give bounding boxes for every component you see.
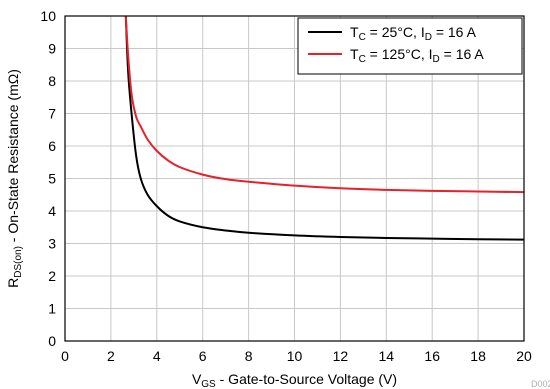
legend: TC = 25°C, ID = 16 ATC = 125°C, ID = 16 … [297,17,523,75]
y-axis-label-main: R [5,278,21,288]
x-tick-label: 18 [470,348,486,364]
legend-entry-part: T [350,46,359,62]
legend-entry-0: TC = 25°C, ID = 16 A [350,24,477,43]
y-tick-label: 5 [48,171,56,187]
figure-id-label: D002 [531,379,550,389]
legend-entry-part: T [350,24,359,40]
y-axis-label-rest: - On-State Resistance (mΩ) [5,69,21,246]
legend-entry-part: = 16 A [440,46,485,62]
x-tick-label: 2 [107,348,115,364]
y-tick-label: 4 [48,203,56,219]
x-axis-label-sub: GS [201,379,216,389]
y-axis-label: RDS(on) - On-State Resistance (mΩ) [5,69,24,288]
y-tick-label: 6 [48,138,56,154]
x-axis-label: VGS - Gate-to-Source Voltage (V) [192,371,397,389]
x-axis-label-rest: - Gate-to-Source Voltage (V) [216,371,397,387]
series-group [124,16,524,241]
y-tick-label: 10 [40,8,56,24]
y-tick-label: 0 [48,333,56,349]
x-tick-labels: 0 2 4 6 8 10 12 14 16 18 20 [61,348,532,364]
x-tick-label: 14 [379,348,395,364]
x-tick-label: 12 [333,348,349,364]
series-line-0 [124,16,524,241]
legend-box [297,17,523,75]
x-tick-label: 0 [61,348,69,364]
legend-entry-1: TC = 125°C, ID = 16 A [350,46,484,65]
legend-entry-part: = 25°C, I [366,24,425,40]
x-tick-label: 4 [153,348,161,364]
legend-entry-part: = 125°C, I [366,46,433,62]
legend-entry-part: D [425,32,432,43]
x-tick-label: 8 [245,348,253,364]
y-tick-label: 3 [48,236,56,252]
legend-entry-part: = 16 A [432,24,477,40]
x-tick-label: 10 [287,348,303,364]
x-axis-label-main: V [192,371,202,387]
x-tick-label: 16 [424,348,440,364]
y-axis-label-sub: DS(on) [13,246,24,278]
series-line-1 [124,16,524,194]
legend-entry-part: C [359,32,366,43]
plot-frame [64,15,525,342]
legend-entry-part: D [433,54,440,65]
y-tick-label: 7 [48,106,56,122]
x-tick-label: 20 [516,348,532,364]
y-tick-label: 8 [48,73,56,89]
y-tick-label: 1 [48,301,56,317]
y-tick-label: 2 [48,268,56,284]
y-tick-label: 9 [48,41,56,57]
x-tick-label: 6 [199,348,207,364]
y-tick-labels: 0 1 2 3 4 5 6 7 8 9 10 [40,8,56,349]
legend-entry-part: C [359,54,366,65]
